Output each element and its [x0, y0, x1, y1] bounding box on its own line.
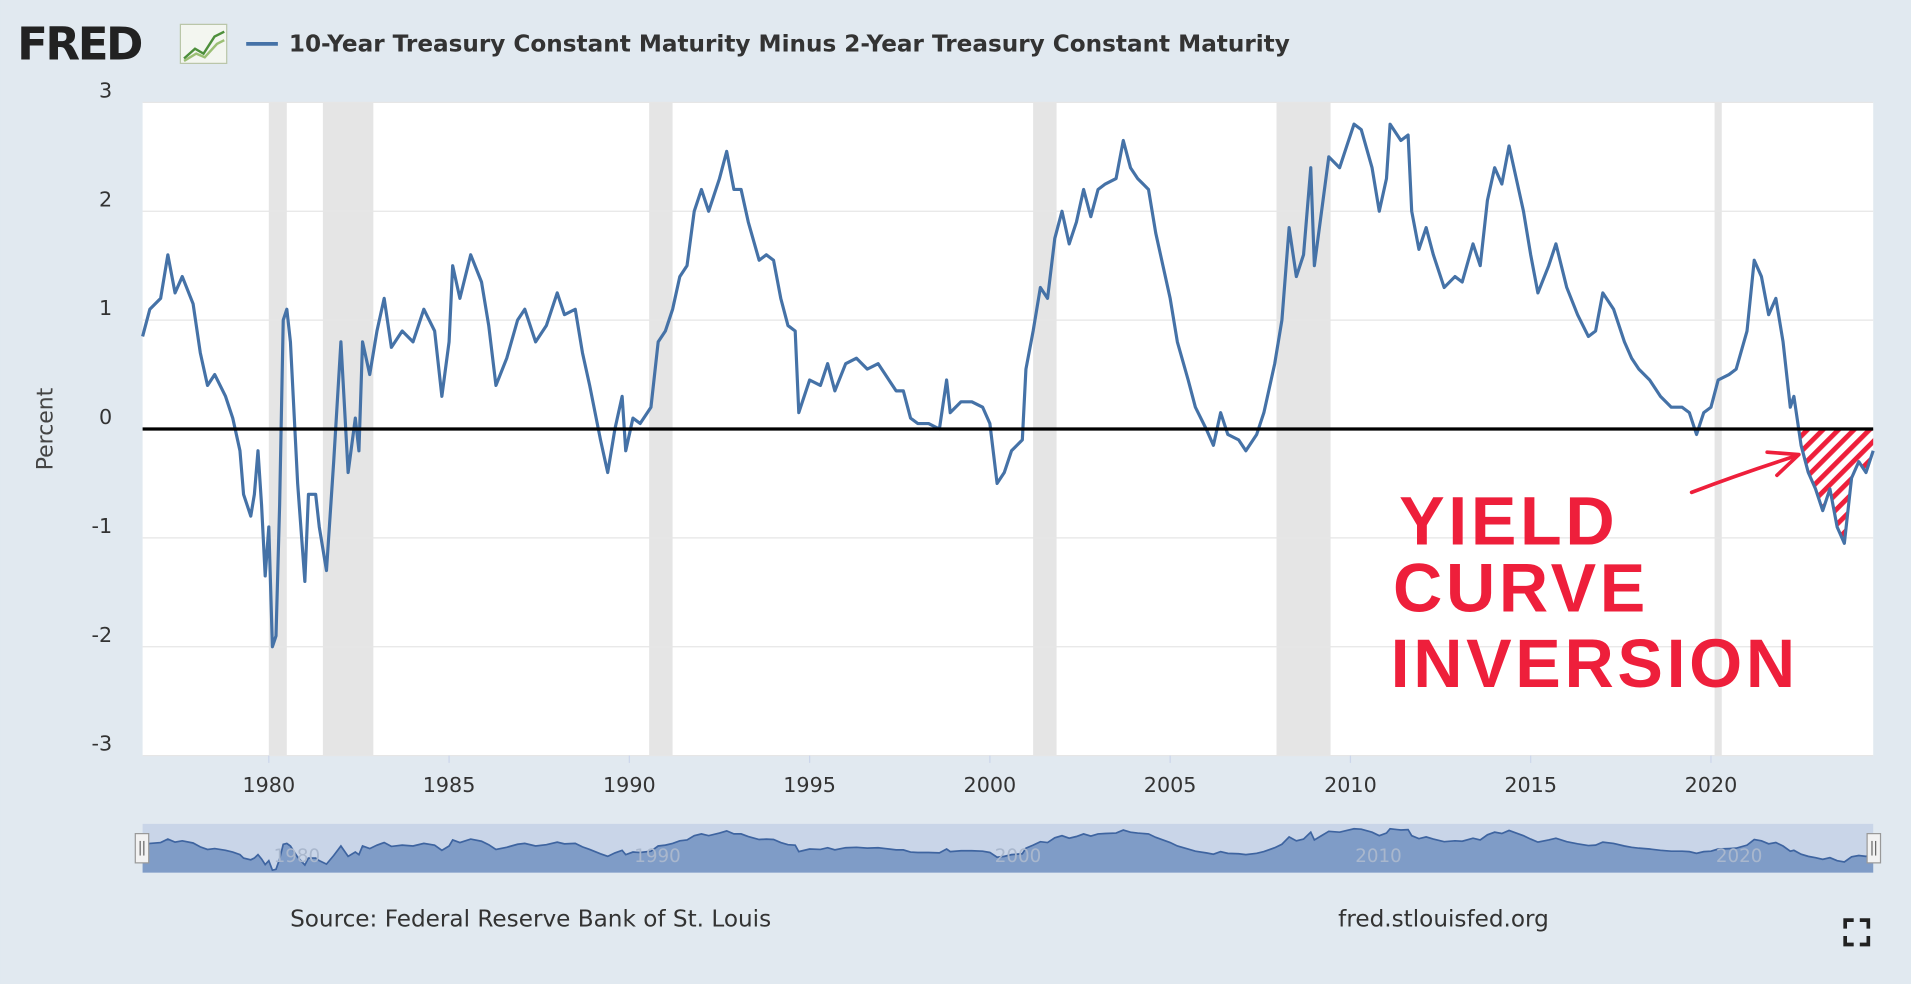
x-tick-label: 1995 [783, 773, 836, 797]
annotation-text: INVERSION [1391, 626, 1799, 702]
logo-icon [179, 23, 228, 64]
legend-label: 10-Year Treasury Constant Maturity Minus… [289, 32, 1290, 58]
navigator-handle[interactable] [1866, 832, 1882, 864]
data-line [141, 122, 1875, 649]
navigator-area [142, 828, 1874, 873]
y-tick-label: -3 [91, 732, 112, 756]
y-tick-label: 1 [99, 296, 112, 320]
navigator-tick-label: 1980 [274, 846, 321, 867]
navigator-tick-label: 2000 [995, 846, 1041, 867]
x-tick-label: 2010 [1324, 773, 1377, 797]
y-tick-label: 3 [99, 78, 112, 102]
annotation-arrow [1689, 450, 1801, 495]
y-tick-label: -1 [91, 514, 112, 538]
navigator-line [142, 827, 1874, 872]
source: Source: Federal Reserve Bank of St. Loui… [290, 907, 771, 933]
navigator-tick-label: 2010 [1355, 846, 1402, 867]
fullscreen-button[interactable] [1843, 918, 1871, 947]
y-tick-label: 0 [99, 405, 112, 429]
y-axis-label: Percent [33, 387, 58, 470]
x-tick-label: 2015 [1504, 773, 1557, 797]
navigator-handle[interactable] [134, 832, 150, 864]
annotation-text: YIELD [1399, 484, 1618, 560]
logo: FRED [17, 18, 142, 71]
x-tick-label: 2005 [1144, 773, 1197, 797]
x-tick-label: 1990 [603, 773, 656, 797]
y-tick-label: 2 [99, 187, 112, 211]
x-tick-label: 1985 [423, 773, 476, 797]
navigator-tick-label: 1990 [634, 846, 681, 867]
y-tick-label: -2 [91, 623, 112, 647]
annotation-text: CURVE [1393, 551, 1649, 627]
x-tick-label: 2000 [964, 773, 1017, 797]
site-link[interactable]: fred.stlouisfed.org [1338, 907, 1549, 933]
navigator-tick-label: 2020 [1716, 846, 1763, 867]
x-tick-label: 2020 [1685, 773, 1738, 797]
inversion-hatch [1798, 428, 1874, 544]
x-tick-label: 1980 [242, 773, 295, 797]
